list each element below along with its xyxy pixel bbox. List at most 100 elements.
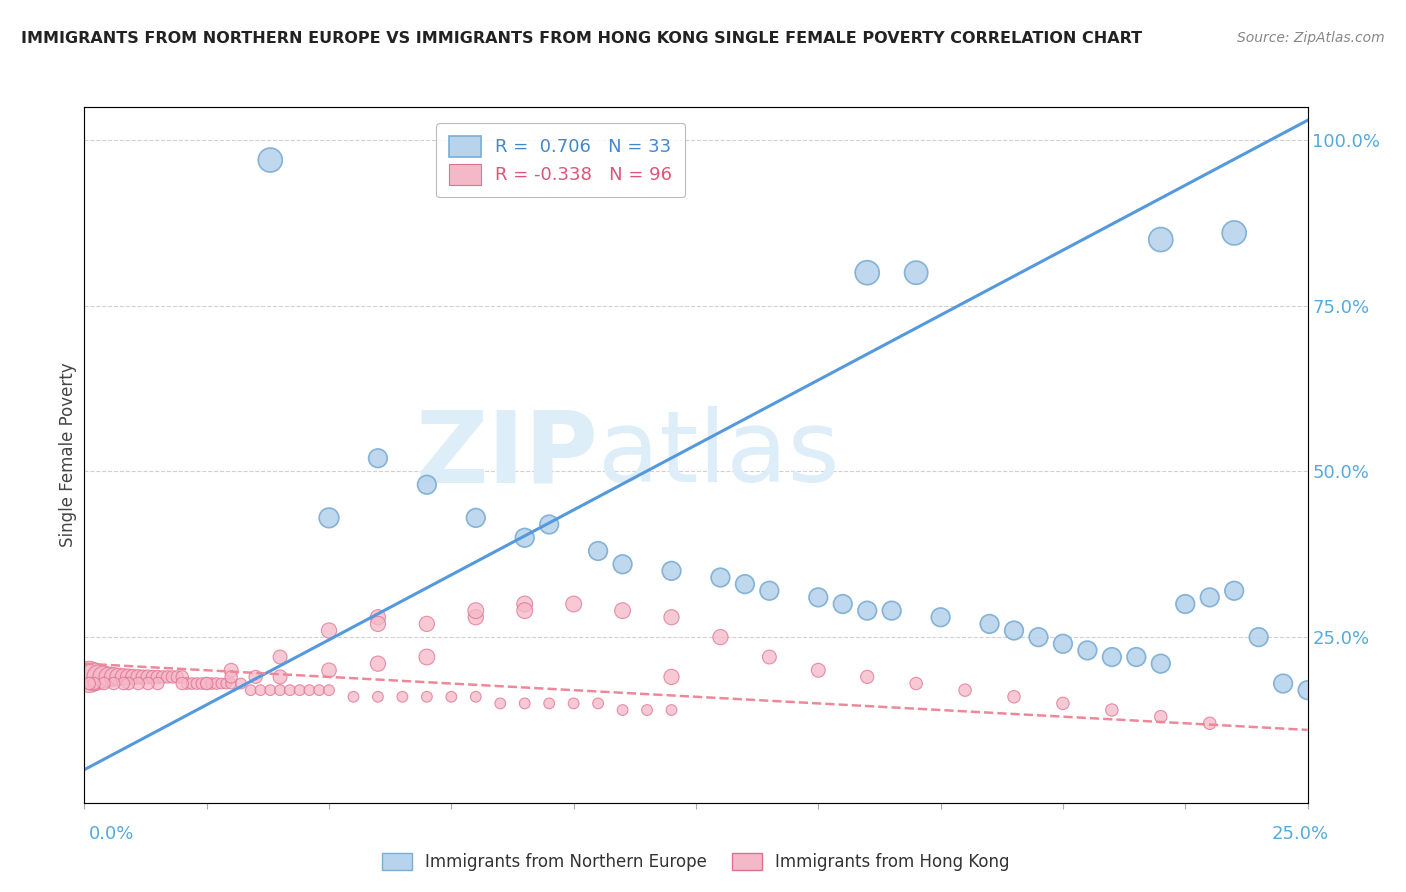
Text: atlas: atlas bbox=[598, 407, 839, 503]
Point bbox=[87, 670, 110, 684]
Point bbox=[612, 703, 634, 717]
Y-axis label: Single Female Poverty: Single Female Poverty bbox=[59, 363, 77, 547]
Point bbox=[342, 690, 364, 704]
Point bbox=[464, 511, 486, 525]
Point bbox=[562, 697, 585, 711]
Text: IMMIGRANTS FROM NORTHERN EUROPE VS IMMIGRANTS FROM HONG KONG SINGLE FEMALE POVER: IMMIGRANTS FROM NORTHERN EUROPE VS IMMIG… bbox=[21, 31, 1142, 46]
Point bbox=[489, 697, 512, 711]
Point bbox=[77, 670, 100, 684]
Point bbox=[807, 591, 830, 605]
Point bbox=[269, 650, 291, 665]
Point bbox=[905, 266, 928, 280]
Point bbox=[513, 597, 536, 611]
Point bbox=[219, 670, 242, 684]
Point bbox=[249, 683, 271, 698]
Point bbox=[209, 676, 232, 690]
Point bbox=[1150, 657, 1173, 671]
Point bbox=[181, 676, 204, 690]
Point bbox=[856, 266, 879, 280]
Text: 25.0%: 25.0% bbox=[1271, 825, 1329, 843]
Point bbox=[1198, 716, 1220, 731]
Point bbox=[142, 670, 165, 684]
Point bbox=[93, 670, 115, 684]
Point bbox=[856, 604, 879, 618]
Point bbox=[200, 676, 222, 690]
Point bbox=[1101, 650, 1123, 665]
Point bbox=[464, 690, 486, 704]
Point bbox=[464, 604, 486, 618]
Point bbox=[1150, 709, 1173, 723]
Point bbox=[117, 676, 139, 690]
Point bbox=[513, 531, 536, 545]
Point bbox=[269, 683, 291, 698]
Point bbox=[318, 683, 340, 698]
Text: Source: ZipAtlas.com: Source: ZipAtlas.com bbox=[1237, 31, 1385, 45]
Point bbox=[219, 663, 242, 677]
Point bbox=[112, 670, 135, 684]
Point bbox=[513, 604, 536, 618]
Point bbox=[191, 676, 214, 690]
Point bbox=[1028, 630, 1050, 644]
Point bbox=[367, 616, 389, 631]
Point bbox=[195, 676, 218, 690]
Point bbox=[367, 610, 389, 624]
Point bbox=[1052, 697, 1074, 711]
Point bbox=[278, 683, 301, 698]
Point bbox=[103, 676, 125, 690]
Point bbox=[416, 477, 439, 491]
Point bbox=[259, 153, 281, 167]
Point bbox=[93, 676, 115, 690]
Point bbox=[103, 670, 125, 684]
Point bbox=[586, 544, 609, 558]
Point bbox=[1198, 591, 1220, 605]
Point bbox=[416, 650, 439, 665]
Point bbox=[136, 670, 159, 684]
Point bbox=[219, 676, 242, 690]
Point bbox=[1076, 643, 1098, 657]
Point bbox=[308, 683, 330, 698]
Point bbox=[586, 697, 609, 711]
Point bbox=[1296, 683, 1319, 698]
Point bbox=[146, 676, 169, 690]
Point bbox=[464, 610, 486, 624]
Point bbox=[1150, 233, 1173, 247]
Point bbox=[661, 610, 683, 624]
Point bbox=[318, 663, 340, 677]
Point bbox=[1101, 703, 1123, 717]
Point bbox=[734, 577, 756, 591]
Point bbox=[1223, 583, 1246, 598]
Point bbox=[661, 670, 683, 684]
Point bbox=[107, 670, 129, 684]
Point bbox=[1247, 630, 1270, 644]
Point bbox=[156, 670, 179, 684]
Point bbox=[880, 604, 903, 618]
Point bbox=[269, 670, 291, 684]
Point bbox=[807, 663, 830, 677]
Point bbox=[132, 670, 155, 684]
Point bbox=[77, 676, 100, 690]
Point bbox=[856, 670, 879, 684]
Point bbox=[831, 597, 853, 611]
Point bbox=[612, 558, 634, 572]
Point bbox=[229, 676, 252, 690]
Point bbox=[162, 670, 184, 684]
Point bbox=[661, 703, 683, 717]
Point bbox=[259, 683, 281, 698]
Point bbox=[166, 670, 188, 684]
Point bbox=[117, 670, 139, 684]
Point bbox=[83, 676, 105, 690]
Point bbox=[953, 683, 976, 698]
Point bbox=[136, 676, 159, 690]
Point bbox=[979, 616, 1001, 631]
Point bbox=[112, 676, 135, 690]
Point bbox=[97, 670, 120, 684]
Point bbox=[127, 670, 149, 684]
Point bbox=[318, 511, 340, 525]
Point bbox=[245, 670, 267, 684]
Point bbox=[1272, 676, 1295, 690]
Point bbox=[298, 683, 321, 698]
Point bbox=[127, 676, 149, 690]
Point bbox=[172, 676, 194, 690]
Point bbox=[215, 676, 238, 690]
Point bbox=[367, 657, 389, 671]
